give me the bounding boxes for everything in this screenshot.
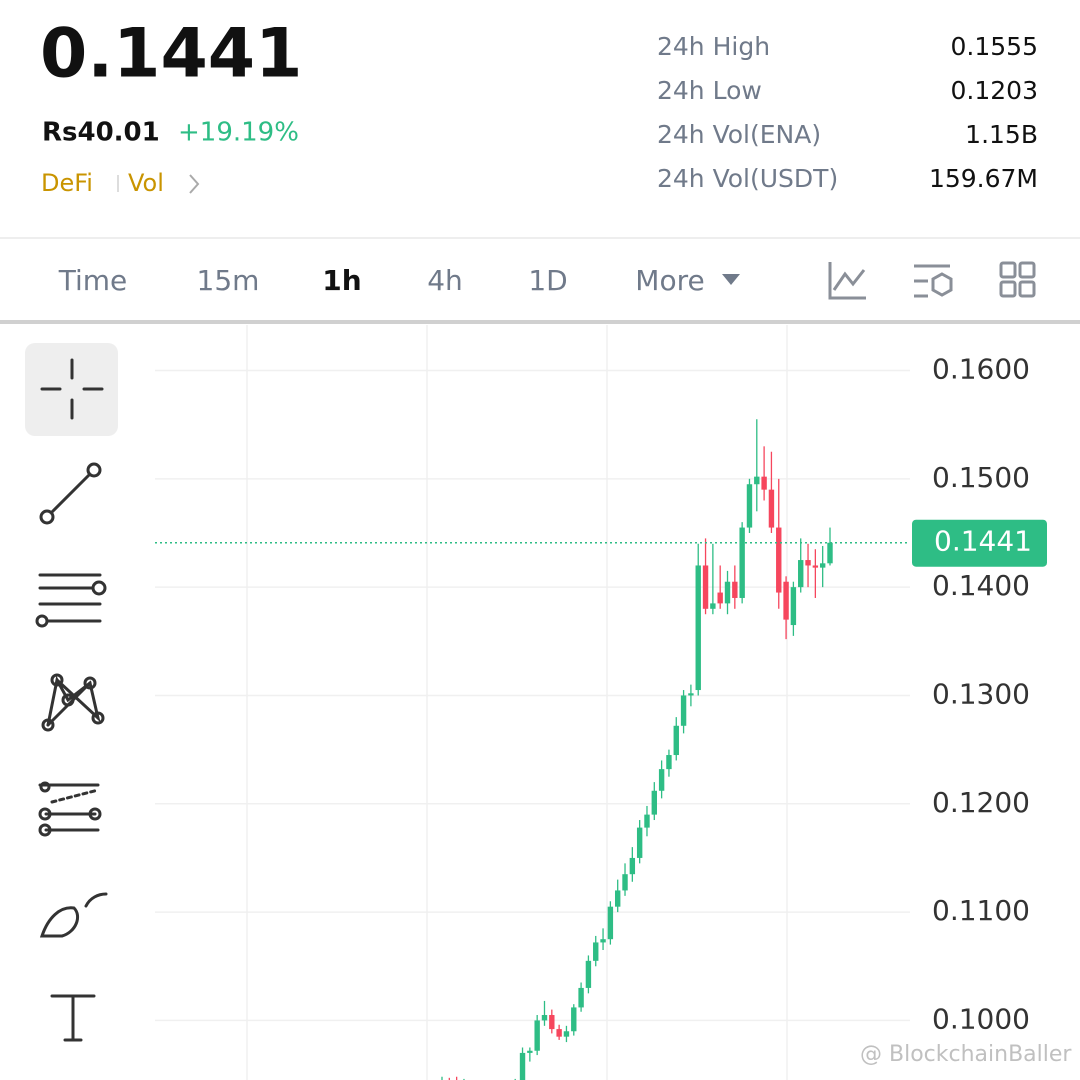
candle-body bbox=[629, 857, 636, 875]
candle-body bbox=[776, 527, 782, 593]
candle-body bbox=[541, 1015, 548, 1021]
candle-body bbox=[593, 942, 599, 961]
chart-type-icon[interactable] bbox=[828, 262, 866, 300]
chevron[interactable] bbox=[189, 174, 200, 194]
fiat-price: Rs40.01 bbox=[42, 118, 160, 148]
watermark: @ BlockchainBaller bbox=[860, 1042, 1072, 1067]
candle-body bbox=[761, 476, 767, 490]
candle-body bbox=[636, 827, 643, 858]
stat-value: 0.1203 bbox=[951, 76, 1038, 105]
candle-body bbox=[798, 560, 804, 588]
candle-body bbox=[607, 906, 614, 940]
candle-body bbox=[585, 960, 592, 988]
plot bbox=[155, 369, 910, 1080]
candle-body bbox=[790, 587, 797, 626]
candle-body bbox=[614, 890, 621, 907]
candle-body bbox=[600, 939, 606, 943]
tab-bar: Time 15m 1h 4h 1D More bbox=[58, 264, 705, 297]
candle-body bbox=[578, 987, 584, 1008]
y-tick-label: 0.1500 bbox=[932, 461, 1030, 494]
tab[interactable]: More bbox=[635, 264, 704, 297]
y-tick-label: 0.1300 bbox=[932, 677, 1030, 710]
dropdown-arrow[interactable] bbox=[722, 274, 740, 285]
candle-body bbox=[549, 1015, 555, 1030]
stat-value: 159.67M bbox=[929, 164, 1038, 193]
candle-body bbox=[673, 725, 679, 756]
candle-body bbox=[827, 542, 833, 564]
candle-body bbox=[688, 693, 694, 696]
stat-label: 24h Vol(USDT) bbox=[657, 164, 838, 193]
tab[interactable]: Time bbox=[58, 264, 128, 297]
candle-body bbox=[739, 527, 745, 598]
candle-body bbox=[754, 476, 760, 485]
tool-active-bg bbox=[25, 343, 118, 436]
stat-label: 24h Low bbox=[657, 76, 762, 105]
tab[interactable]: 1h bbox=[322, 264, 361, 297]
crosshair-tool[interactable] bbox=[40, 358, 104, 420]
fib-tool[interactable] bbox=[38, 781, 102, 837]
y-tick-label: 0.1200 bbox=[932, 786, 1030, 819]
tab[interactable]: 4h bbox=[427, 264, 463, 297]
stat-label: 24h Vol(ENA) bbox=[657, 120, 821, 149]
parallel-lines-tool[interactable] bbox=[35, 573, 107, 628]
tab[interactable]: 1D bbox=[528, 264, 567, 297]
time-grid bbox=[246, 325, 788, 1080]
tag[interactable]: Vol bbox=[128, 169, 164, 197]
text-tool[interactable] bbox=[50, 994, 96, 1042]
brush-tool[interactable] bbox=[39, 892, 108, 938]
candle-body bbox=[812, 565, 819, 568]
candle-body bbox=[556, 1029, 562, 1037]
candle-body bbox=[680, 695, 687, 726]
candle-body bbox=[534, 1020, 540, 1051]
candle-body bbox=[666, 755, 672, 770]
change: +19.19% bbox=[178, 118, 299, 148]
tab-underline bbox=[0, 320, 1080, 324]
candle-body bbox=[622, 874, 628, 891]
candle-body bbox=[805, 560, 811, 566]
candle-body bbox=[695, 565, 701, 691]
stats: 24h High 0.1555 24h Low 0.1203 24h Vol(E… bbox=[657, 32, 1038, 193]
candle-body bbox=[563, 1031, 570, 1037]
line-tool[interactable] bbox=[39, 462, 102, 525]
candle-body bbox=[571, 1007, 577, 1032]
last-price-box bbox=[912, 519, 1047, 567]
candle-body bbox=[724, 581, 731, 604]
candle-body bbox=[527, 1050, 533, 1053]
candle-body bbox=[710, 603, 716, 609]
stat-value: 1.15B bbox=[965, 120, 1038, 149]
candle-body bbox=[768, 489, 775, 528]
candle-body bbox=[783, 581, 789, 620]
y-tick-label: 0.1100 bbox=[932, 894, 1030, 927]
candle-body bbox=[717, 592, 723, 604]
stat-label: 24h High bbox=[657, 32, 770, 61]
stat-value: 0.1555 bbox=[951, 32, 1038, 61]
candle-body bbox=[519, 1052, 526, 1080]
pattern-tool[interactable] bbox=[41, 673, 105, 732]
last-price-label: 0.1441 bbox=[934, 525, 1032, 558]
indicator-icon[interactable] bbox=[914, 264, 953, 298]
tab[interactable]: 15m bbox=[197, 264, 260, 297]
y-tick-label: 0.1000 bbox=[932, 1002, 1030, 1035]
candle-body bbox=[658, 769, 665, 791]
tag[interactable]: DeFi bbox=[41, 169, 93, 197]
candle-body bbox=[746, 484, 753, 528]
candle-body bbox=[702, 565, 709, 609]
candle-body bbox=[732, 581, 738, 598]
candle-body bbox=[819, 563, 826, 568]
y-tick-label: 0.1600 bbox=[932, 352, 1030, 385]
layout-icon[interactable] bbox=[999, 261, 1036, 298]
y-tick-label: 0.1400 bbox=[932, 569, 1030, 602]
price: 0.1441 bbox=[40, 15, 302, 94]
candle-body bbox=[644, 814, 650, 828]
candle-body bbox=[651, 790, 658, 815]
